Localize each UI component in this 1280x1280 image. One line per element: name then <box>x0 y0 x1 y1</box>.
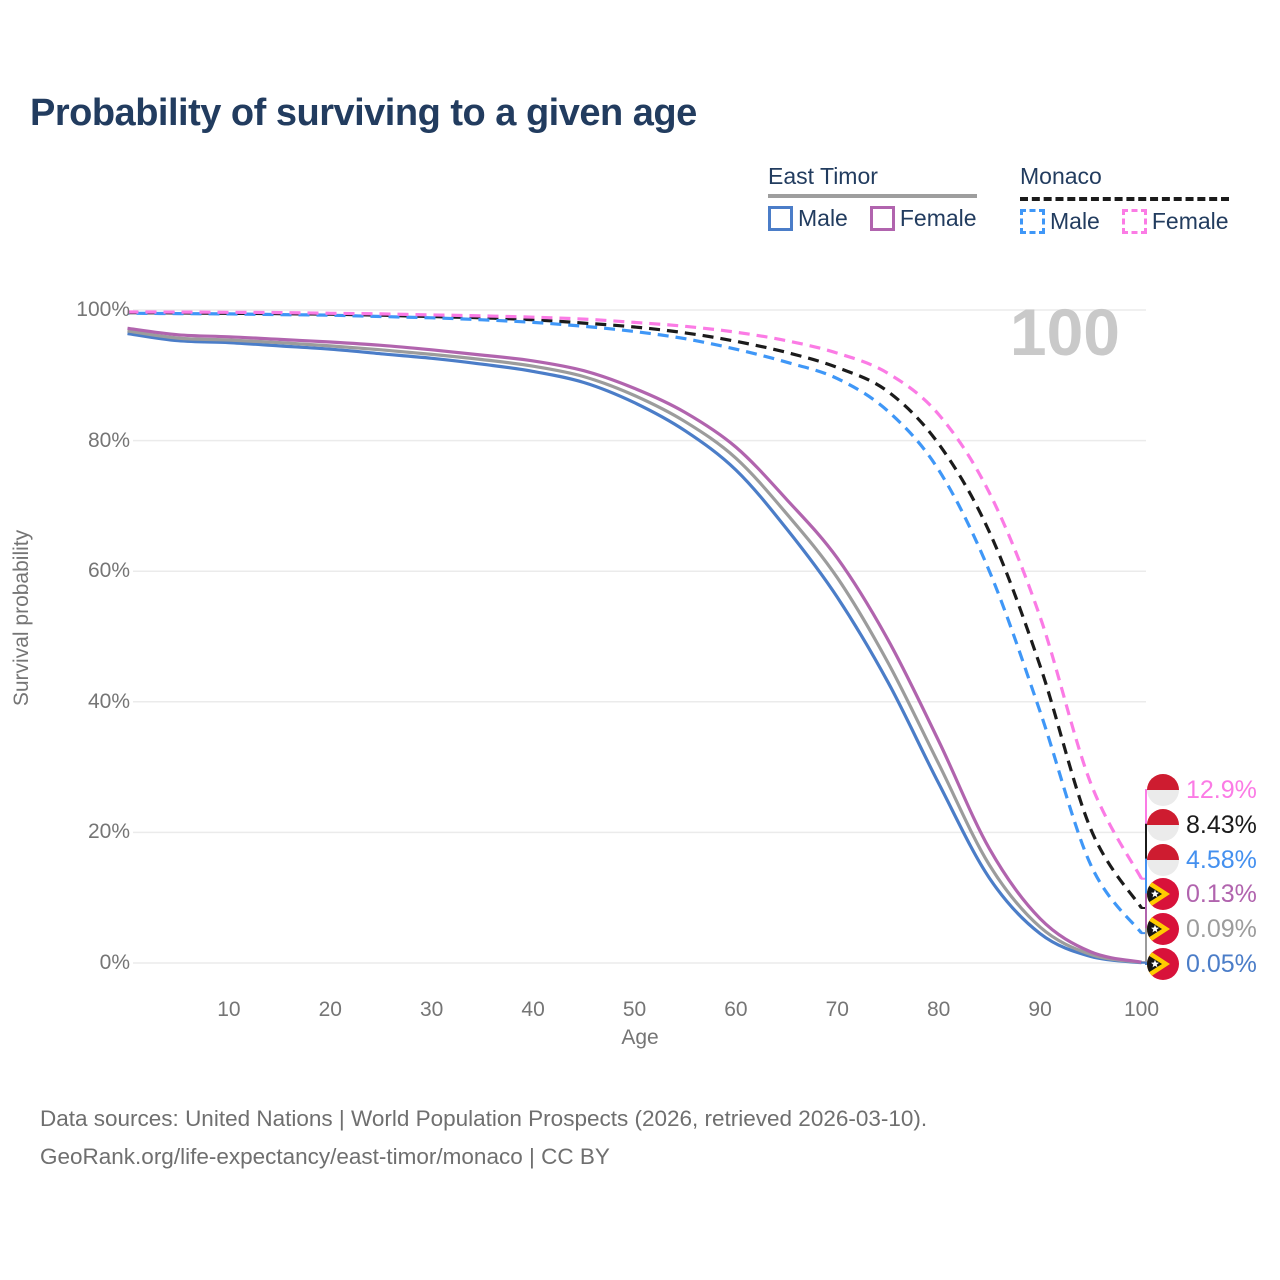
end-label-0.05%: 0.05% <box>1147 948 1277 980</box>
legend-item-label: Female <box>1151 208 1229 234</box>
legend-item-monaco-male[interactable]: Male <box>1020 208 1100 235</box>
x-tick-100: 100 <box>1123 998 1160 1021</box>
end-label-value: 0.05% <box>1186 950 1257 978</box>
end-label-0.13%: 0.13% <box>1147 878 1277 911</box>
end-label-value: 4.58% <box>1186 845 1257 874</box>
page-title: Probability of surviving to a given age <box>30 92 697 134</box>
curve-east-timor-female <box>127 326 1142 964</box>
legend-linestyle-sample-solid <box>768 194 977 198</box>
curve-monaco-male <box>127 311 1143 935</box>
east-timor-flag-icon <box>1147 913 1179 946</box>
y-tick-0%: 0% <box>99 951 130 974</box>
curve-monaco-female <box>127 310 1143 880</box>
end-label-value: 0.09% <box>1186 915 1257 944</box>
end-label-value: 8.43% <box>1186 810 1257 839</box>
x-tick-10: 10 <box>217 998 241 1021</box>
end-label-8.43%: 8.43% <box>1147 808 1277 841</box>
legend-item-label: Female <box>899 205 977 231</box>
y-tick-60%: 60% <box>87 559 130 583</box>
legend-country-name: East Timor <box>768 163 878 189</box>
legend-item-label: Male <box>1050 208 1100 234</box>
monaco-flag-icon <box>1147 774 1179 806</box>
curve-east-timor-both <box>127 329 1142 964</box>
x-tick-80: 80 <box>927 998 951 1021</box>
y-tick-80%: 80% <box>87 428 130 452</box>
x-tick-20: 20 <box>318 998 342 1021</box>
end-label-12.9%: 12.9% <box>1147 774 1277 806</box>
x-tick-40: 40 <box>521 998 545 1021</box>
legend-swatch-icon <box>768 206 793 231</box>
east-timor-flag-icon <box>1147 948 1179 980</box>
x-tick-70: 70 <box>825 998 849 1021</box>
end-label-value: 0.13% <box>1186 880 1257 909</box>
x-axis-title: Age <box>621 1026 659 1049</box>
monaco-flag-icon <box>1147 843 1179 876</box>
legend-group-east-timor: East Timor Male Female <box>768 163 977 232</box>
monaco-flag-icon <box>1147 808 1179 841</box>
age-watermark: 100 <box>1009 295 1120 369</box>
x-tick-30: 30 <box>420 998 444 1021</box>
x-tick-50: 50 <box>622 998 647 1021</box>
footer-datasource: Data sources: United Nations | World Pop… <box>40 1106 928 1131</box>
y-tick-40%: 40% <box>87 689 130 713</box>
end-label-4.58%: 4.58% <box>1147 843 1277 876</box>
legend-item-east-timor-female[interactable]: Female <box>869 205 977 232</box>
legend-swatch-icon <box>1121 209 1147 234</box>
y-tick-20%: 20% <box>87 820 130 844</box>
end-label-value: 12.9% <box>1186 776 1257 804</box>
x-tick-90: 90 <box>1028 998 1052 1021</box>
footer-attribution: GeoRank.org/life-expectancy/east-timor/m… <box>40 1144 610 1169</box>
y-tick-100%: 100% <box>76 298 130 321</box>
legend-item-monaco-female[interactable]: Female <box>1121 208 1229 235</box>
legend-swatch-icon <box>1020 209 1045 234</box>
legend-item-east-timor-male[interactable]: Male <box>768 205 848 232</box>
legend-item-label: Male <box>798 205 848 231</box>
end-label-0.09%: 0.09% <box>1147 913 1277 946</box>
legend-group-monaco: Monaco Male Female <box>1020 163 1229 235</box>
legend-swatch-icon <box>869 206 895 231</box>
legend-country-name: Monaco <box>1020 163 1102 189</box>
east-timor-flag-icon <box>1147 878 1179 911</box>
legend-linestyle-sample-dashed <box>1020 194 1229 201</box>
curve-monaco-both <box>127 311 1143 909</box>
x-tick-60: 60 <box>724 998 748 1021</box>
curve-east-timor-male <box>127 331 1142 965</box>
